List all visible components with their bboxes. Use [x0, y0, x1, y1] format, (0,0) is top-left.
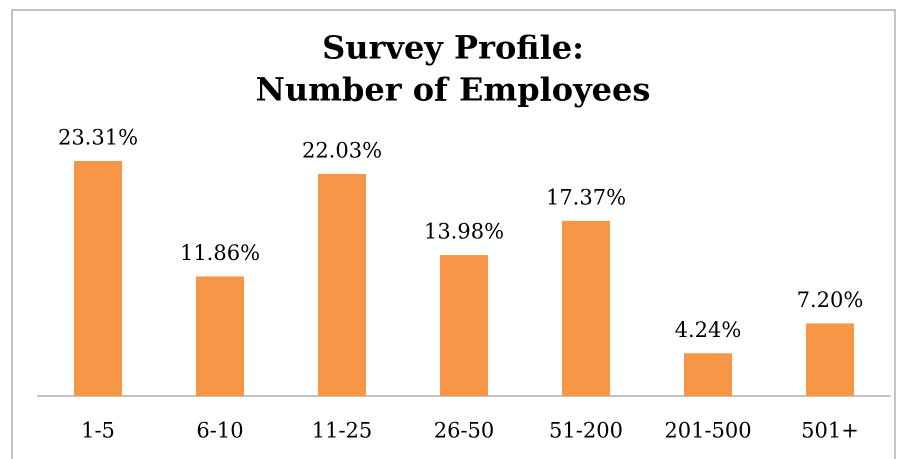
x-tick-label: 1-5: [81, 419, 115, 443]
bar: [74, 161, 122, 396]
x-tick-label: 26-50: [434, 419, 495, 443]
bar: [562, 220, 610, 396]
value-label: 22.03%: [302, 138, 382, 162]
x-tick-label: 201-500: [664, 419, 751, 443]
bar: [440, 255, 488, 396]
value-label: 13.98%: [424, 220, 504, 244]
bar: [196, 276, 244, 396]
value-label: 4.24%: [675, 318, 742, 342]
bar: [806, 323, 854, 396]
x-tick-label: 501+: [801, 419, 859, 443]
value-label: 23.31%: [58, 126, 138, 150]
bar: [318, 173, 366, 396]
value-label: 17.37%: [546, 185, 626, 209]
value-label: 11.86%: [180, 241, 260, 265]
bar: [684, 353, 732, 396]
value-label: 7.20%: [797, 288, 864, 312]
x-tick-label: 51-200: [549, 419, 623, 443]
x-tick-label: 6-10: [196, 419, 243, 443]
x-tick-label: 11-25: [312, 419, 373, 443]
chart-title-line: Survey Profile:: [322, 29, 584, 67]
chart-title-line: Number of Employees: [256, 71, 651, 109]
